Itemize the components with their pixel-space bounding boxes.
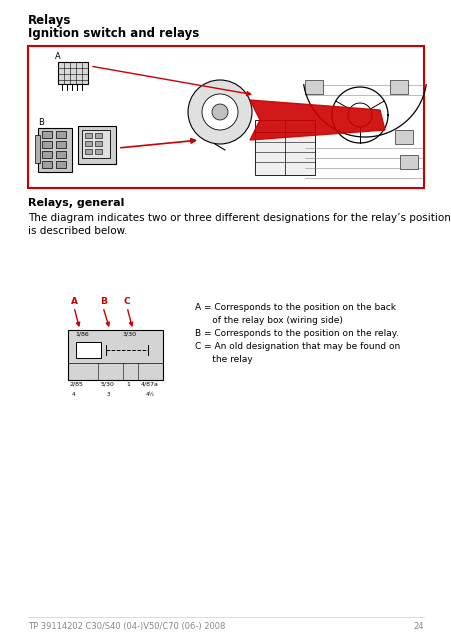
Bar (82, 130, 110, 158)
Text: A: A (55, 52, 60, 61)
Bar (399, 155, 417, 169)
Text: 3/30: 3/30 (123, 332, 137, 337)
Bar (304, 80, 322, 94)
Bar (95, 149, 102, 154)
Text: The diagram indicates two or three different designations for the relay’s positi: The diagram indicates two or three diffe… (28, 213, 451, 223)
Polygon shape (249, 100, 384, 140)
Text: 4½: 4½ (145, 392, 154, 397)
Text: C: C (124, 297, 130, 306)
Bar (56, 161, 66, 168)
Text: B: B (38, 118, 44, 127)
Text: 1: 1 (126, 382, 129, 387)
Bar (56, 151, 66, 158)
Text: TP 39114202 C30/S40 (04-)V50/C70 (06-) 2008: TP 39114202 C30/S40 (04-)V50/C70 (06-) 2… (28, 622, 225, 631)
Text: 1/86: 1/86 (75, 332, 89, 337)
Bar (95, 141, 102, 146)
Bar (56, 131, 66, 138)
Bar (254, 120, 314, 175)
Bar (28, 46, 423, 188)
Text: Relays: Relays (28, 14, 71, 27)
Text: 24: 24 (413, 622, 423, 631)
Text: 4/87a: 4/87a (141, 382, 159, 387)
Bar (58, 62, 88, 84)
Text: the relay: the relay (194, 355, 252, 364)
Bar (42, 151, 52, 158)
Bar (85, 141, 92, 146)
Bar (85, 149, 92, 154)
Text: Relays, general: Relays, general (28, 198, 124, 208)
Text: is described below.: is described below. (28, 226, 127, 236)
Bar (42, 141, 52, 148)
Bar (85, 133, 92, 138)
Bar (42, 131, 52, 138)
Circle shape (202, 94, 238, 130)
Bar (389, 80, 407, 94)
Text: 5/30: 5/30 (101, 382, 115, 387)
Bar (38, 128, 72, 172)
Text: 4: 4 (71, 392, 74, 397)
Text: A = Corresponds to the position on the back: A = Corresponds to the position on the b… (194, 303, 395, 312)
Circle shape (212, 104, 227, 120)
Text: 2/85: 2/85 (69, 382, 83, 387)
Text: 3: 3 (106, 392, 110, 397)
Text: of the relay box (wiring side): of the relay box (wiring side) (194, 316, 342, 325)
Bar (56, 141, 66, 148)
Bar (78, 126, 116, 164)
Text: C = An old designation that may be found on: C = An old designation that may be found… (194, 342, 400, 351)
Bar (68, 330, 163, 380)
Circle shape (188, 80, 252, 144)
Bar (35, 135, 40, 163)
Text: Ignition switch and relays: Ignition switch and relays (28, 27, 199, 40)
Text: B: B (100, 297, 106, 306)
Bar (95, 133, 102, 138)
Bar (76, 342, 101, 358)
Text: A: A (71, 297, 78, 306)
Bar (394, 130, 412, 144)
Text: B = Corresponds to the position on the relay.: B = Corresponds to the position on the r… (194, 329, 398, 338)
Bar (42, 161, 52, 168)
